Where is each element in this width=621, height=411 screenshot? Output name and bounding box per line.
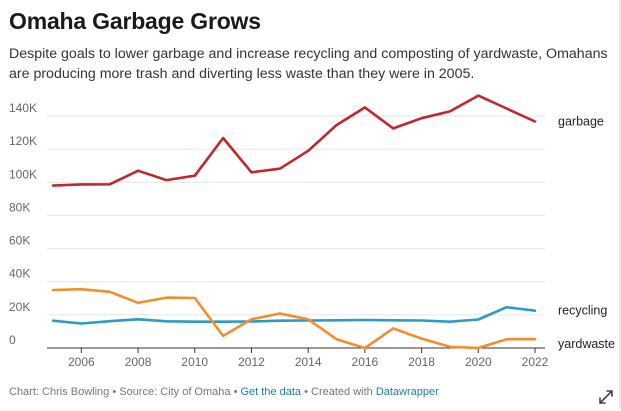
chart-credit: Chart: Chris Bowling (9, 386, 110, 398)
datawrapper-link[interactable]: Datawrapper (375, 386, 439, 398)
y-tick-label: 60K (9, 234, 30, 248)
y-tick-label: 100K (9, 167, 37, 181)
series-line-yardwaste (51, 287, 537, 350)
expand-arrows-icon[interactable] (597, 388, 615, 406)
separator: • (301, 386, 311, 398)
y-tick-label: 120K (9, 134, 37, 148)
series-lines (51, 94, 537, 350)
series-line-garbage (51, 94, 537, 187)
x-tick-label: 2014 (295, 355, 322, 369)
y-tick-label: 140K (9, 101, 37, 115)
x-tick-label: 2018 (408, 355, 435, 369)
frame-edge (619, 0, 621, 409)
y-tick-label: 0 (9, 333, 16, 347)
x-tick-label: 2006 (68, 355, 95, 369)
y-axis-ticks: 0 20K 40K 60K 80K 100K 120K 140K (9, 101, 37, 347)
series-label-recycling: recycling (558, 304, 607, 318)
x-tick-label: 2012 (238, 355, 265, 369)
created-with-text: Created with (311, 386, 376, 398)
x-axis-ticks: 2006 2008 2010 2012 2014 2016 2018 2020 2022 (68, 348, 549, 369)
chart-subtitle: Despite goals to lower garbage and incre… (9, 46, 608, 82)
gridlines (47, 115, 545, 349)
x-tick-label: 2016 (352, 355, 379, 369)
y-tick-label: 40K (9, 267, 30, 281)
get-data-link[interactable]: Get the data (240, 386, 302, 398)
source-text: Source: City of Omaha (119, 386, 231, 398)
x-tick-label: 2022 (522, 355, 549, 369)
y-tick-label: 20K (9, 300, 30, 314)
x-tick-label: 2020 (465, 355, 492, 369)
chart-footer: Chart: Chris Bowling • Source: City of O… (9, 386, 439, 398)
series-label-garbage: garbage (558, 114, 604, 128)
chart-title: Omaha Garbage Grows (9, 8, 261, 34)
series-labels: garbage recycling yardwaste (558, 114, 615, 351)
separator: • (230, 386, 241, 398)
x-tick-label: 2008 (125, 355, 152, 369)
x-tick-label: 2010 (181, 355, 208, 369)
series-line-recycling (51, 305, 537, 325)
separator: • (109, 386, 120, 398)
series-label-yardwaste: yardwaste (558, 337, 615, 351)
y-tick-label: 80K (9, 200, 30, 214)
